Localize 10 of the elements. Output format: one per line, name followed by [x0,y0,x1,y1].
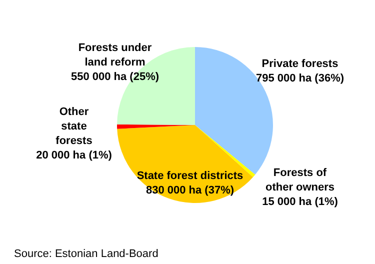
data-label: 795 000 ha (36%) [256,72,344,85]
data-label: 20 000 ha (1%) [36,150,112,162]
data-label: 550 000 ha (25%) [70,71,160,84]
slice-label: Private forests [262,58,338,70]
slice-label: Other state forests [56,106,92,148]
source-note: Source: Estonian Land-Board [14,248,158,260]
data-label: 15 000 ha (1%) [262,196,338,208]
slice-label: Forests of other owners [265,167,335,194]
slice-label: Forests under land reform [78,42,152,69]
slice-label: State forest districts [136,170,244,182]
